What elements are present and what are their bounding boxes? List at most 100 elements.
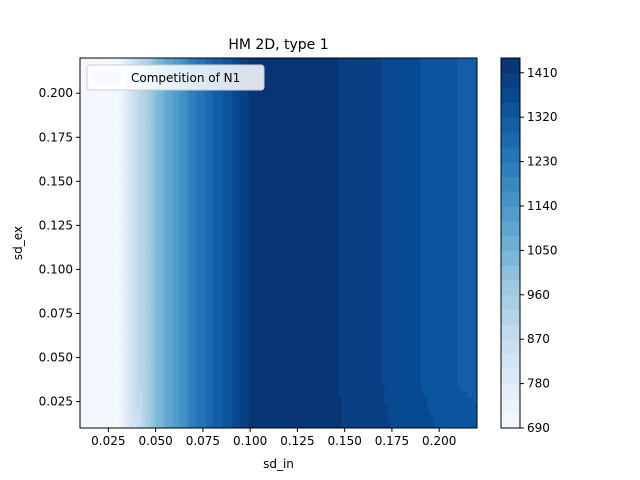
contour-cell [175, 298, 180, 306]
contour-cell [453, 310, 458, 318]
contour-cell [132, 236, 137, 244]
contour-cell [172, 249, 177, 256]
contour-cell [132, 212, 137, 219]
contour-cell [83, 347, 88, 355]
contour-cell [89, 409, 94, 417]
contour-cell [304, 360, 309, 367]
contour-cell [96, 224, 101, 232]
contour-cell [354, 335, 359, 343]
contour-cell [215, 261, 220, 269]
contour-cell [344, 403, 349, 411]
contour-cell [285, 372, 290, 380]
contour-cell [397, 304, 402, 312]
contour-cell [139, 236, 144, 244]
contour-cell [199, 181, 204, 189]
contour-cell [199, 347, 204, 355]
contour-cell [99, 335, 104, 343]
contour-cell [166, 409, 170, 417]
contour-cell [354, 206, 359, 213]
contour-cell [308, 329, 313, 337]
contour-cell [268, 255, 273, 263]
contour-cell [347, 310, 352, 318]
contour-cell [245, 304, 250, 312]
contour-cell [364, 391, 369, 398]
contour-cell [437, 384, 442, 392]
contour-cell [285, 360, 290, 367]
contour-cell [205, 255, 210, 263]
contour-cell [308, 292, 313, 300]
contour-cell [394, 366, 399, 374]
contour-cell [228, 169, 233, 176]
contour-cell [473, 249, 477, 256]
contour-cell [103, 255, 108, 263]
contour-cell [149, 372, 154, 380]
contour-cell [86, 218, 91, 226]
contour-cell [281, 298, 286, 306]
contour-cell [433, 335, 438, 343]
contour-cell [192, 323, 197, 330]
contour-cell [182, 403, 187, 411]
contour-cell [169, 360, 174, 367]
contour-cell [222, 199, 227, 207]
contour-cell [258, 249, 263, 256]
contour-cell [103, 323, 108, 330]
contour-cell [347, 212, 352, 219]
contour-cell [268, 360, 273, 367]
contour-cell [96, 199, 101, 207]
contour-cell [245, 181, 250, 189]
contour-cell [136, 384, 141, 392]
contour-cell [291, 403, 296, 411]
contour-cell [265, 329, 270, 337]
contour-cell [149, 255, 154, 263]
contour-cell [450, 372, 455, 380]
contour-cell [361, 267, 366, 275]
contour-cell [371, 298, 376, 306]
contour-cell [463, 378, 468, 386]
contour-cell [245, 218, 250, 226]
contour-cell [450, 206, 455, 213]
contour-cell [351, 347, 356, 355]
contour-cell [463, 403, 468, 411]
contour-cell [460, 384, 465, 392]
contour-cell [314, 224, 319, 232]
contour-cell [175, 267, 180, 275]
contour-cell [166, 366, 170, 374]
contour-cell [417, 298, 422, 306]
contour-cell [99, 243, 104, 250]
contour-cell [308, 341, 313, 349]
contour-cell [218, 347, 223, 355]
contour-cell [80, 193, 84, 201]
contour-cell [195, 261, 200, 269]
contour-cell [205, 169, 210, 176]
contour-cell [209, 298, 213, 306]
contour-cell [166, 261, 170, 269]
contour-cell [179, 304, 184, 312]
contour-cell [453, 304, 458, 312]
contour-cell [149, 236, 154, 244]
contour-cell [166, 304, 170, 312]
contour-cell [397, 391, 402, 398]
contour-cell [321, 261, 326, 269]
contour-cell [417, 255, 422, 263]
contour-cell [275, 310, 280, 318]
contour-cell [304, 212, 309, 219]
contour-cell [218, 378, 223, 386]
contour-cell [364, 317, 369, 324]
contour-cell [80, 329, 84, 337]
contour-cell [281, 243, 286, 250]
contour-cell [433, 187, 438, 195]
contour-cell [324, 181, 329, 189]
contour-cell [212, 181, 217, 189]
contour-cell [314, 267, 319, 275]
contour-cell [338, 286, 342, 293]
contour-cell [162, 372, 167, 380]
contour-cell [453, 323, 458, 330]
contour-cell [202, 347, 207, 355]
contour-cell [357, 286, 362, 293]
contour-cell [357, 292, 362, 300]
contour-cell [192, 378, 197, 386]
contour-cell [371, 366, 376, 374]
contour-cell [86, 366, 91, 374]
contour-cell [271, 199, 276, 207]
contour-cell [410, 236, 415, 244]
